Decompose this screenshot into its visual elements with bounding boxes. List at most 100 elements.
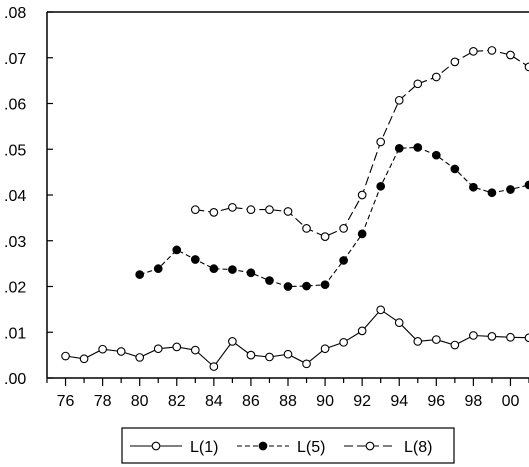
legend: L(1) L(5) L(8) — [121, 427, 455, 464]
x-tick-label: 94 — [390, 393, 408, 410]
data-point — [265, 352, 274, 362]
data-point — [302, 224, 311, 233]
x-tick-label: 96 — [427, 393, 445, 410]
data-point — [431, 72, 441, 82]
data-point — [116, 347, 126, 356]
data-point — [394, 143, 404, 153]
data-point — [246, 350, 256, 360]
data-point — [209, 208, 219, 217]
legend-label: L(1) — [190, 439, 218, 456]
legend-label: L(8) — [404, 439, 432, 456]
data-point — [153, 344, 163, 354]
data-point — [506, 50, 515, 60]
data-point — [450, 57, 460, 67]
data-point — [320, 232, 330, 241]
data-point — [394, 318, 404, 327]
y-tick-label: .06 — [4, 97, 26, 114]
data-point — [394, 95, 404, 105]
data-point — [283, 282, 293, 291]
data-point — [450, 340, 460, 350]
y-tick-label: .07 — [4, 51, 26, 68]
data-point — [469, 182, 478, 192]
x-tick-label: 82 — [168, 393, 186, 410]
data-point — [506, 185, 515, 194]
data-point — [413, 79, 423, 89]
data-point — [98, 344, 107, 354]
y-tick-label: .04 — [4, 188, 26, 205]
data-point — [339, 224, 348, 233]
data-point — [524, 62, 529, 72]
data-point — [506, 332, 515, 342]
series-line — [195, 49, 529, 238]
data-point — [228, 265, 237, 274]
legend-label: L(5) — [297, 439, 325, 456]
data-point — [246, 205, 256, 214]
data-point — [209, 362, 219, 371]
x-tick-label: 92 — [353, 393, 371, 410]
data-point — [376, 181, 386, 191]
data-point — [172, 342, 182, 352]
data-point — [357, 190, 367, 200]
data-point — [487, 46, 497, 55]
data-point — [376, 305, 386, 315]
data-point — [265, 205, 274, 214]
data-point — [283, 207, 293, 216]
x-tick-label: 00 — [502, 393, 520, 410]
series-1 — [61, 305, 529, 371]
plot-area — [46, 11, 529, 379]
x-tick-label: 88 — [279, 393, 297, 410]
y-tick-label: .00 — [4, 371, 26, 388]
data-point — [431, 335, 441, 344]
data-point — [413, 337, 423, 346]
data-point — [190, 255, 200, 264]
data-point — [246, 268, 256, 278]
series-line — [65, 309, 529, 368]
data-point — [61, 351, 70, 361]
data-point — [302, 281, 311, 291]
x-tick-label: 86 — [242, 393, 260, 410]
x-tick-label: 76 — [57, 393, 75, 410]
y-tick-label: .05 — [4, 142, 26, 159]
data-point — [228, 203, 237, 212]
x-tick-label: 78 — [94, 393, 112, 410]
data-point — [135, 353, 145, 362]
data-point — [79, 354, 89, 364]
data-point — [190, 205, 200, 214]
y-tick-label: .01 — [4, 325, 26, 342]
legend-marker — [258, 441, 268, 451]
data-point — [339, 256, 348, 265]
series-2 — [135, 143, 529, 291]
legend-marker — [151, 441, 161, 451]
data-point — [283, 349, 293, 359]
data-point — [320, 280, 330, 290]
data-point — [135, 270, 145, 279]
series-3 — [190, 46, 529, 241]
data-point — [469, 331, 478, 340]
data-point — [450, 164, 460, 174]
x-tick-label: 84 — [205, 393, 223, 410]
y-tick-label: .02 — [4, 280, 26, 297]
data-point — [469, 46, 478, 56]
data-point — [487, 332, 497, 341]
x-tick-label: 80 — [131, 393, 149, 410]
series-line — [139, 146, 529, 288]
y-tick-label: .03 — [4, 234, 26, 251]
data-point — [524, 180, 529, 190]
series-layer — [61, 46, 529, 371]
data-point — [487, 188, 497, 198]
y-axis-ticks: .00 .01 .02 .03 .04 .05 .06 .07 .08 — [4, 5, 53, 388]
data-point — [376, 137, 386, 147]
data-point — [524, 333, 529, 343]
y-tick-label: .08 — [4, 5, 26, 22]
data-point — [431, 150, 441, 160]
data-point — [209, 264, 219, 274]
data-point — [190, 345, 200, 355]
data-point — [302, 359, 311, 369]
data-point — [413, 143, 423, 152]
data-point — [265, 276, 274, 285]
x-tick-label: 90 — [316, 393, 334, 410]
data-point — [320, 344, 330, 354]
data-point — [357, 229, 367, 239]
x-tick-label: 98 — [464, 393, 482, 410]
